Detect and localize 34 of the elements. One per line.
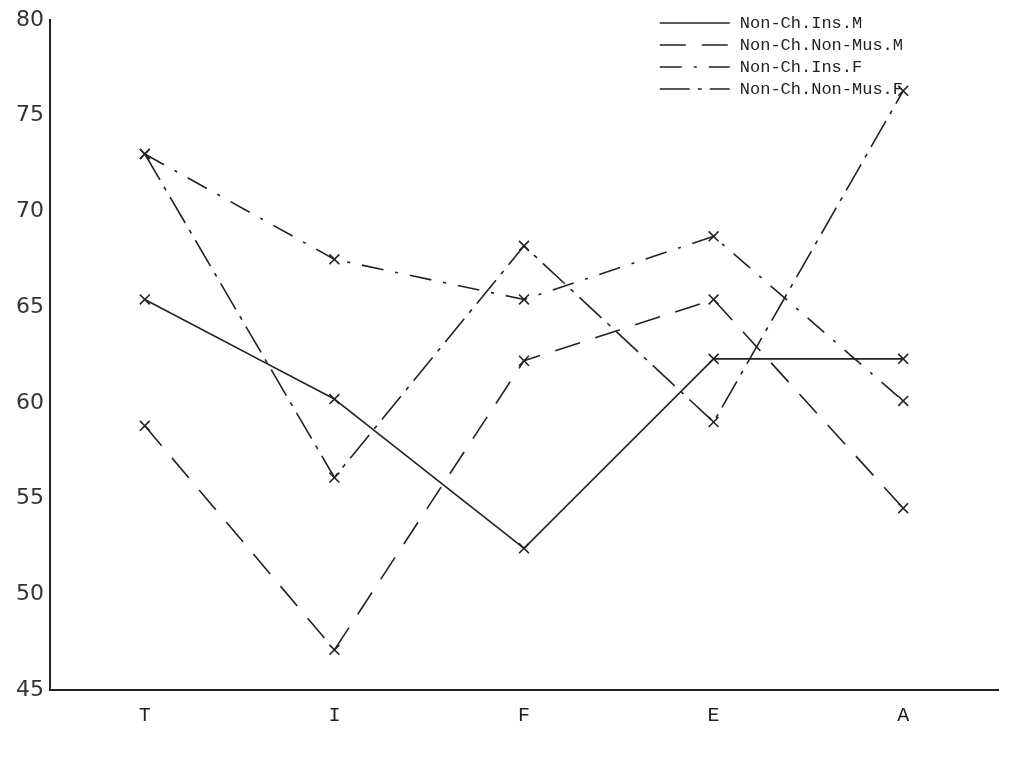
x-tick-label: T — [138, 704, 151, 728]
point — [139, 293, 151, 306]
point — [897, 395, 909, 407]
y-tick-label: 50 — [15, 580, 44, 605]
x-tick-label: F — [517, 704, 530, 728]
point — [328, 644, 341, 656]
x-tick-label: E — [707, 704, 720, 728]
point — [328, 393, 341, 405]
y-tick-label: 80 — [15, 5, 44, 31]
y-tick-label: 45 — [15, 675, 44, 701]
y-tick-label: 70 — [15, 197, 44, 223]
legend-label: Non-Ch.Ins.F — [739, 57, 863, 77]
legend-label: Non-Ch.Non-Mus.F — [739, 79, 904, 99]
point — [518, 542, 530, 555]
point — [518, 240, 530, 252]
point — [897, 502, 909, 514]
y-tick-label: 55 — [15, 484, 44, 510]
point — [518, 293, 530, 306]
legend-label: Non-Ch.Ins.M — [739, 13, 863, 33]
point — [139, 420, 151, 432]
point — [707, 353, 720, 365]
y-tick-label: 75 — [15, 101, 44, 127]
point — [518, 354, 530, 367]
y-tick-label: 60 — [15, 388, 44, 414]
point — [328, 253, 341, 266]
legend-label: Non-Ch.Non-Mus.M — [739, 35, 904, 55]
point — [707, 293, 720, 306]
x-tick-label: A — [897, 704, 910, 728]
y-tick-label: 65 — [15, 292, 44, 318]
x-tick-label: I — [328, 704, 341, 728]
point — [707, 230, 720, 243]
point — [707, 416, 720, 428]
point — [897, 353, 909, 365]
point — [328, 471, 341, 484]
